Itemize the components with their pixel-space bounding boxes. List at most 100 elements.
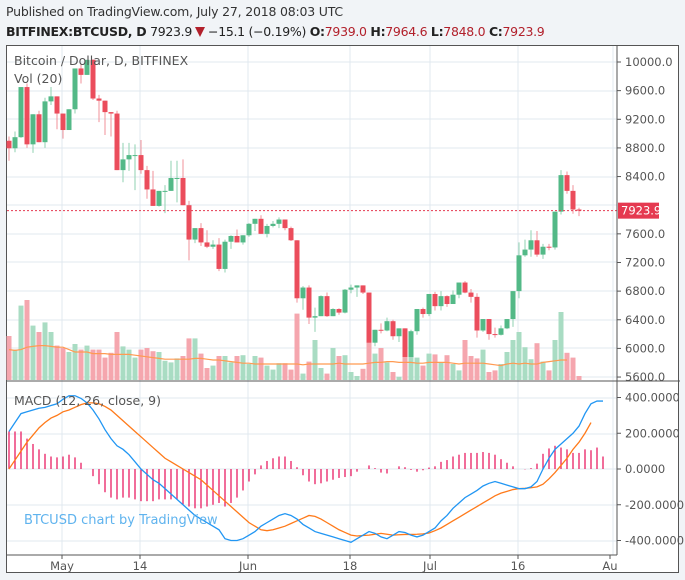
candle-body [462,282,468,293]
candle-body [282,219,288,229]
candle-body [42,101,48,143]
price-axis-label: 9600.0 [625,84,665,98]
volume-bar [108,352,114,380]
volume-bar [156,352,162,380]
volume-bar [474,358,480,380]
volume-bar [294,313,300,380]
candle-body [294,240,300,299]
volume-bar [174,358,180,380]
candle-body [228,235,234,242]
price-axis-label: 7200.0 [625,255,665,269]
candle-body [240,235,246,243]
volume-bar [216,356,222,380]
volume-bar [246,364,252,380]
candle-body [66,109,72,131]
watermark[interactable]: BTCUSD chart by TradingView [24,513,218,528]
volume-bar [138,349,144,380]
candle-body [354,285,360,288]
candle-body [396,328,402,337]
candle-body [516,255,522,292]
volume-bar [48,332,54,380]
candle-body [480,319,486,331]
candle-body [144,170,150,190]
candle-body [372,329,378,343]
volume-bar [342,355,348,380]
macd-axis-label: -200.0000 [625,498,684,512]
volume-bar [78,349,84,380]
candle-body [468,292,474,297]
volume-bar [414,357,420,380]
volume-bar [426,353,432,380]
volume-bar [204,368,210,380]
candle-body [234,235,240,243]
macd-axis-label: 400.0000 [625,391,680,405]
volume-bar [516,332,522,380]
candle-body [288,228,294,241]
volume-bar [546,370,552,380]
time-axis-label: Jun [238,559,257,573]
volume-bar [576,376,582,380]
volume-bar [450,364,456,380]
candle-body [258,218,264,234]
time-axis-label: May [50,559,74,573]
close-label: C: [488,24,503,39]
candle-body [450,294,456,305]
volume-bar [240,355,246,380]
candle-body [180,177,186,206]
candle-body [378,329,384,331]
signal-line [8,402,592,537]
candle-body [174,177,180,179]
volume-bar [114,332,120,380]
candle-body [444,296,450,305]
volume-bar [270,369,276,380]
last-price: 7923.9 [150,24,193,39]
open-label: O: [309,24,325,39]
candle-body [102,100,108,113]
volume-bar [564,352,570,380]
candle-body [204,242,210,247]
volume-bar [282,363,288,380]
price-axis-label: 8400.0 [625,170,665,184]
candle-body [564,175,570,191]
candle-body [192,228,198,240]
volume-bar [402,340,408,380]
price-axis-label: 6000.0 [625,341,665,355]
candle-body [324,296,330,317]
volume-bar [300,373,306,380]
volume-bar [360,368,366,380]
volume-bar [210,365,216,380]
candle-body [18,87,24,138]
volume-bar [336,356,342,380]
low-label: L: [430,24,444,39]
candle-body [504,319,510,329]
candle-body [162,190,168,192]
candle-body [60,113,66,131]
candle-body [84,59,90,75]
volume-bar [372,353,378,380]
volume-bar [354,376,360,380]
volume-bar [366,337,372,380]
volume-bar [570,357,576,380]
candle-body [30,114,36,145]
volume-bar [420,365,426,380]
candle-body [54,96,60,114]
candle-body [210,244,216,247]
volume-bar [408,350,414,380]
macd-axis-label: 200.0000 [625,426,680,440]
candle-body [360,285,366,293]
candle-body [576,209,582,211]
candle-body [198,228,204,243]
candle-body [420,309,426,315]
time-axis-label: 16 [511,559,526,573]
candle-body [246,223,252,236]
volume-bar [468,356,474,380]
symbol-line: BITFINEX:BTCUSD, D 7923.9 −15.1 (−0.19%) … [6,24,545,39]
candle-body [120,159,126,171]
candle-body [6,140,12,149]
volume-bar [66,352,72,380]
volume-bar [168,362,174,380]
candle-body [156,190,162,206]
volume-bar [36,332,42,380]
candle-body [264,225,270,234]
